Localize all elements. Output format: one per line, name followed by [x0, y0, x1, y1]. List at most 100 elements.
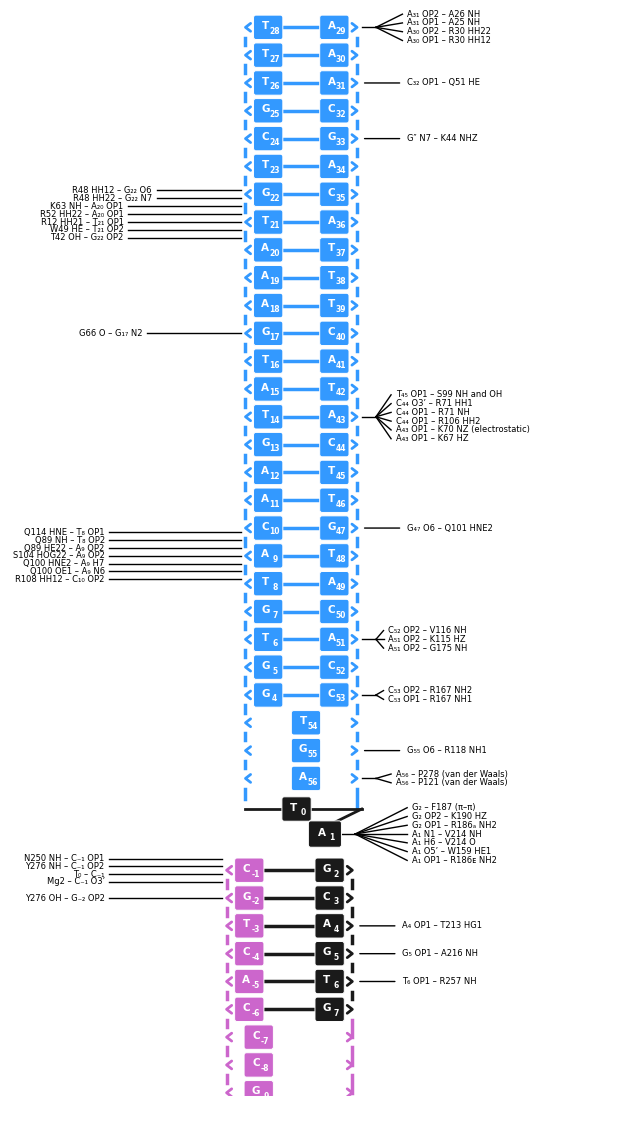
FancyBboxPatch shape	[291, 711, 321, 734]
Text: 37: 37	[336, 249, 346, 258]
FancyBboxPatch shape	[320, 600, 349, 623]
Text: T: T	[328, 272, 335, 281]
Text: T: T	[290, 803, 297, 813]
Text: A₁ OP1 – R186ᴇ NH2: A₁ OP1 – R186ᴇ NH2	[412, 856, 497, 865]
Text: T: T	[328, 299, 335, 309]
Text: 11: 11	[270, 500, 280, 509]
Text: G: G	[242, 892, 251, 902]
Text: A: A	[299, 772, 307, 782]
Text: 36: 36	[336, 221, 346, 230]
Text: 4: 4	[272, 694, 278, 703]
Text: 28: 28	[270, 27, 280, 36]
Text: A₅₆ – P278 (van der Waals): A₅₆ – P278 (van der Waals)	[395, 769, 508, 778]
Text: G: G	[261, 104, 270, 115]
FancyBboxPatch shape	[254, 127, 283, 150]
Text: T: T	[262, 216, 269, 226]
Text: K63 NH – A₂₀ OP1: K63 NH – A₂₀ OP1	[51, 202, 123, 211]
Text: T: T	[299, 716, 307, 727]
FancyBboxPatch shape	[320, 627, 349, 651]
Text: 47: 47	[336, 528, 346, 537]
Text: T: T	[328, 466, 335, 476]
Text: 48: 48	[336, 555, 346, 564]
Text: 39: 39	[336, 305, 346, 314]
FancyBboxPatch shape	[320, 265, 349, 290]
Text: G: G	[323, 1003, 331, 1013]
Text: Q89 HE22 – A₉ OP2: Q89 HE22 – A₉ OP2	[25, 544, 105, 553]
Text: C₄₄ OP1 – R71 NH: C₄₄ OP1 – R71 NH	[395, 408, 470, 417]
FancyBboxPatch shape	[320, 460, 349, 485]
FancyBboxPatch shape	[320, 210, 349, 235]
Text: C: C	[328, 438, 335, 448]
FancyBboxPatch shape	[315, 858, 344, 883]
Text: 13: 13	[270, 444, 280, 453]
Text: 14: 14	[270, 417, 280, 426]
Text: 41: 41	[336, 360, 346, 369]
Text: 27: 27	[270, 55, 280, 64]
Text: C: C	[242, 947, 251, 957]
Text: T: T	[323, 975, 331, 985]
FancyBboxPatch shape	[254, 349, 283, 373]
Text: Mg2 – C₋₁ O3’: Mg2 – C₋₁ O3’	[46, 877, 105, 886]
FancyBboxPatch shape	[254, 489, 283, 512]
Text: 17: 17	[270, 332, 280, 341]
Text: A₅₆ – P121 (van der Waals): A₅₆ – P121 (van der Waals)	[395, 778, 507, 787]
FancyBboxPatch shape	[254, 154, 283, 179]
FancyBboxPatch shape	[254, 544, 283, 568]
Text: T: T	[328, 244, 335, 254]
Text: A: A	[328, 216, 336, 226]
Text: 6: 6	[334, 980, 339, 989]
FancyBboxPatch shape	[254, 238, 283, 262]
FancyBboxPatch shape	[320, 15, 349, 39]
Text: -6: -6	[252, 1008, 260, 1017]
Text: A: A	[328, 355, 336, 365]
FancyBboxPatch shape	[234, 858, 264, 883]
Text: 19: 19	[270, 277, 280, 286]
FancyBboxPatch shape	[320, 99, 349, 124]
Text: T₆ OP1 – R257 NH: T₆ OP1 – R257 NH	[402, 977, 477, 986]
Text: G66 O – G₁₇ N2: G66 O – G₁₇ N2	[79, 329, 143, 338]
Text: A₄₃ OP1 – K67 HZ: A₄₃ OP1 – K67 HZ	[395, 435, 468, 444]
Text: A₃₀ OP1 – R30 HH12: A₃₀ OP1 – R30 HH12	[407, 36, 491, 45]
Text: C: C	[262, 133, 269, 143]
Text: C₅₃ OP1 – R167 NH1: C₅₃ OP1 – R167 NH1	[388, 695, 473, 704]
Text: G₂ OP2 – K190 HZ: G₂ OP2 – K190 HZ	[412, 812, 487, 821]
FancyBboxPatch shape	[315, 941, 344, 966]
Text: Q89 NH – T₈ OP2: Q89 NH – T₈ OP2	[35, 536, 105, 545]
Text: 20: 20	[270, 249, 280, 258]
Text: A: A	[262, 549, 270, 559]
FancyBboxPatch shape	[254, 404, 283, 429]
Text: A₁ N1 – V214 NH: A₁ N1 – V214 NH	[412, 830, 482, 839]
FancyBboxPatch shape	[315, 914, 344, 938]
Text: T₀ – C₋₁: T₀ – C₋₁	[73, 869, 105, 878]
Text: 18: 18	[270, 305, 280, 314]
Text: T: T	[262, 159, 269, 170]
Text: T: T	[262, 633, 269, 642]
Text: A: A	[328, 159, 336, 170]
Text: Q100 OE1 – A₉ N6: Q100 OE1 – A₉ N6	[30, 567, 105, 576]
Text: 9: 9	[272, 555, 278, 564]
FancyBboxPatch shape	[234, 941, 264, 966]
Text: 32: 32	[336, 110, 346, 119]
Text: R12 HH21 – T₂₁ OP1: R12 HH21 – T₂₁ OP1	[41, 218, 123, 227]
FancyBboxPatch shape	[234, 886, 264, 911]
Text: 33: 33	[336, 138, 346, 147]
Text: 38: 38	[336, 277, 346, 286]
FancyBboxPatch shape	[315, 886, 344, 911]
Text: A₃₁ OP1 – A25 NH: A₃₁ OP1 – A25 NH	[407, 18, 480, 27]
FancyBboxPatch shape	[254, 655, 283, 679]
Text: 4: 4	[334, 925, 339, 934]
Text: -4: -4	[252, 953, 260, 962]
Text: 25: 25	[270, 110, 280, 119]
Text: A: A	[262, 466, 270, 476]
Text: G: G	[252, 1086, 260, 1096]
FancyBboxPatch shape	[244, 1080, 273, 1105]
FancyBboxPatch shape	[315, 997, 344, 1022]
Text: C: C	[328, 327, 335, 337]
FancyBboxPatch shape	[282, 797, 311, 821]
Text: A₃₁ OP2 – A26 NH: A₃₁ OP2 – A26 NH	[407, 10, 481, 19]
Text: C₄₄ O3’ – R71 HH1: C₄₄ O3’ – R71 HH1	[395, 399, 473, 408]
Text: -8: -8	[261, 1065, 270, 1074]
FancyBboxPatch shape	[244, 1108, 273, 1123]
Text: 12: 12	[270, 472, 280, 481]
FancyBboxPatch shape	[254, 71, 283, 95]
